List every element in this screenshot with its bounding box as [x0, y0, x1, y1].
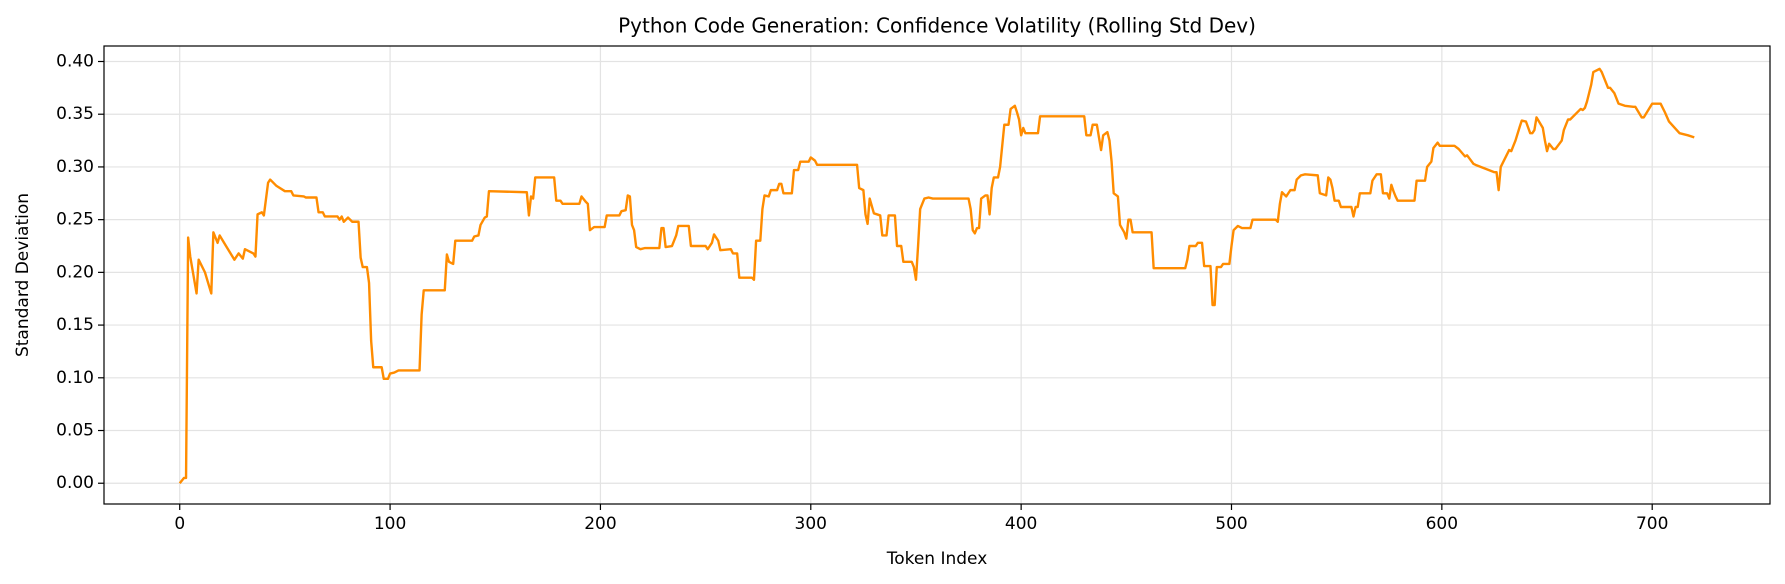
- x-tick-label: 100: [374, 514, 406, 534]
- x-tick-label: 600: [1426, 514, 1458, 534]
- x-tick-label: 700: [1636, 514, 1668, 534]
- y-tick-label: 0.15: [56, 315, 94, 335]
- x-tick-label: 200: [584, 514, 616, 534]
- data-line: [178, 67, 1695, 484]
- y-tick-label: 0.40: [56, 51, 94, 71]
- x-tick-label: 0: [174, 514, 185, 534]
- y-tick-label: 0.00: [56, 473, 94, 493]
- y-tick-label: 0.30: [56, 157, 94, 177]
- y-axis-label: Standard Deviation: [13, 193, 33, 357]
- x-tick-label: 300: [795, 514, 827, 534]
- y-tick-label: 0.35: [56, 104, 94, 124]
- y-tick-label: 0.25: [56, 210, 94, 230]
- y-tick-label: 0.10: [56, 368, 94, 388]
- x-tick-label: 500: [1215, 514, 1247, 534]
- y-tick-label: 0.05: [56, 421, 94, 441]
- chart-title: Python Code Generation: Confidence Volat…: [618, 14, 1256, 38]
- x-tick-label: 400: [1005, 514, 1037, 534]
- y-tick-label: 0.20: [56, 262, 94, 282]
- x-axis-label: Token Index: [886, 549, 988, 569]
- plot-frame: [103, 45, 1771, 505]
